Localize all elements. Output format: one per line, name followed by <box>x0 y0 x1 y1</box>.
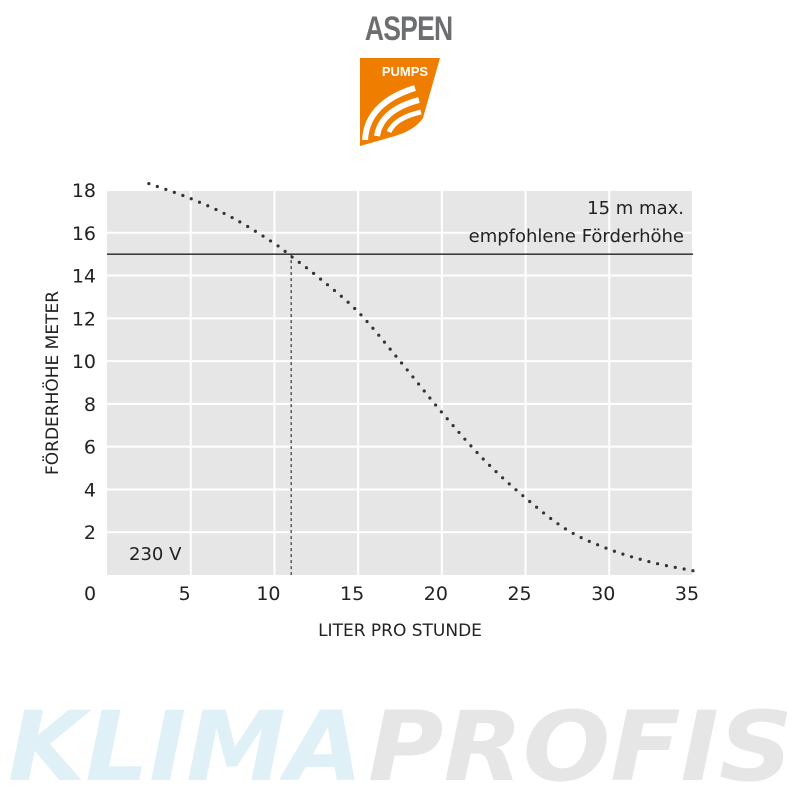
x-tick-label: 25 <box>507 583 531 605</box>
x-axis-title: LITER PRO STUNDE <box>318 621 482 641</box>
y-tick-label: 18 <box>72 180 96 202</box>
x-tick-labels: 5 10 15 20 25 30 35 <box>179 583 699 605</box>
y-tick-label: 16 <box>72 223 96 245</box>
y-tick-label: 2 <box>84 522 96 544</box>
y-tick-label: 8 <box>84 394 96 416</box>
voltage-label: 230 V <box>129 544 182 565</box>
x-tick-label: 30 <box>591 583 615 605</box>
reference-label-line2: empfohlene Förderhöhe <box>469 226 684 247</box>
y-tick-label: 4 <box>84 479 96 501</box>
y-tick-label: 12 <box>72 308 96 330</box>
plot-area <box>107 190 693 575</box>
aspen-pumps-logo: ASPEN PUMPS <box>355 10 453 146</box>
grid-lines <box>107 189 694 575</box>
watermark-profis: PROFIS <box>368 698 793 790</box>
logo-sub: PUMPS <box>382 64 429 79</box>
y-axis-title: FÖRDERHÖHE METER <box>41 291 63 475</box>
x-tick-label: 20 <box>424 583 448 605</box>
x-tick-label: 35 <box>675 583 699 605</box>
y-tick-label: 6 <box>84 437 96 459</box>
x-tick-label: 15 <box>340 583 364 605</box>
pump-curve <box>147 181 695 573</box>
logo-badge-icon: PUMPS <box>360 58 440 146</box>
x-tick-label: 10 <box>256 583 280 605</box>
y-tick-label: 14 <box>72 266 96 288</box>
y-tick-origin: 0 <box>84 583 96 605</box>
x-tick-label: 5 <box>179 583 191 605</box>
y-tick-label: 10 <box>72 351 96 373</box>
watermark-klima: KLIMA <box>8 698 363 790</box>
klimaprofis-watermark: KLIMA PROFIS <box>8 698 793 790</box>
reference-label-line1: 15 m max. <box>587 198 684 219</box>
y-tick-labels: 2 4 6 8 10 12 14 16 18 <box>72 180 96 544</box>
